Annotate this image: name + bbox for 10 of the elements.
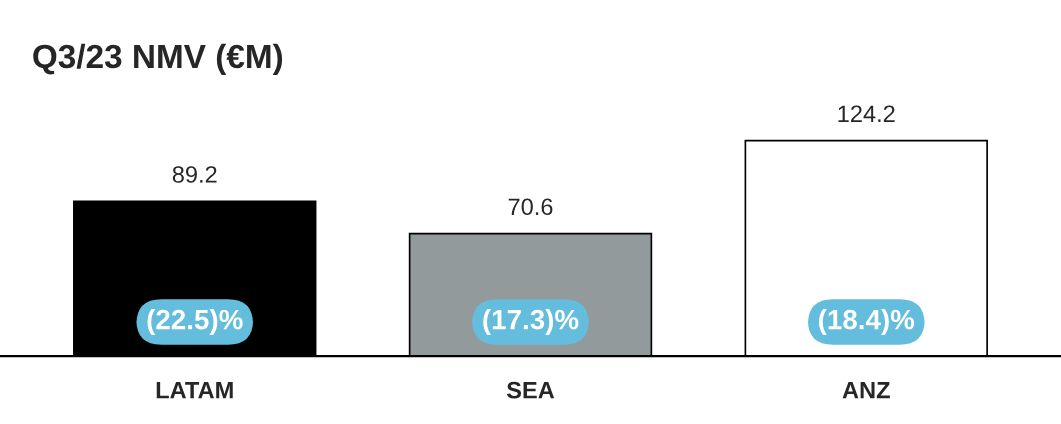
- annotation: (17.3)%: [483, 309, 579, 335]
- data-label: 70.6: [508, 198, 553, 216]
- data-label: 89.2: [172, 166, 217, 183]
- chart-title: Q3/23 NMV (€M): [33, 43, 283, 75]
- x-tick-label: LATAM: [156, 382, 233, 399]
- annotation: (18.4)%: [819, 309, 915, 335]
- data-label: 124.2: [838, 105, 895, 122]
- x-tick-label: ANZ: [842, 382, 890, 399]
- annotation: (22.5)%: [147, 309, 243, 335]
- x-tick-label: SEA: [506, 381, 555, 399]
